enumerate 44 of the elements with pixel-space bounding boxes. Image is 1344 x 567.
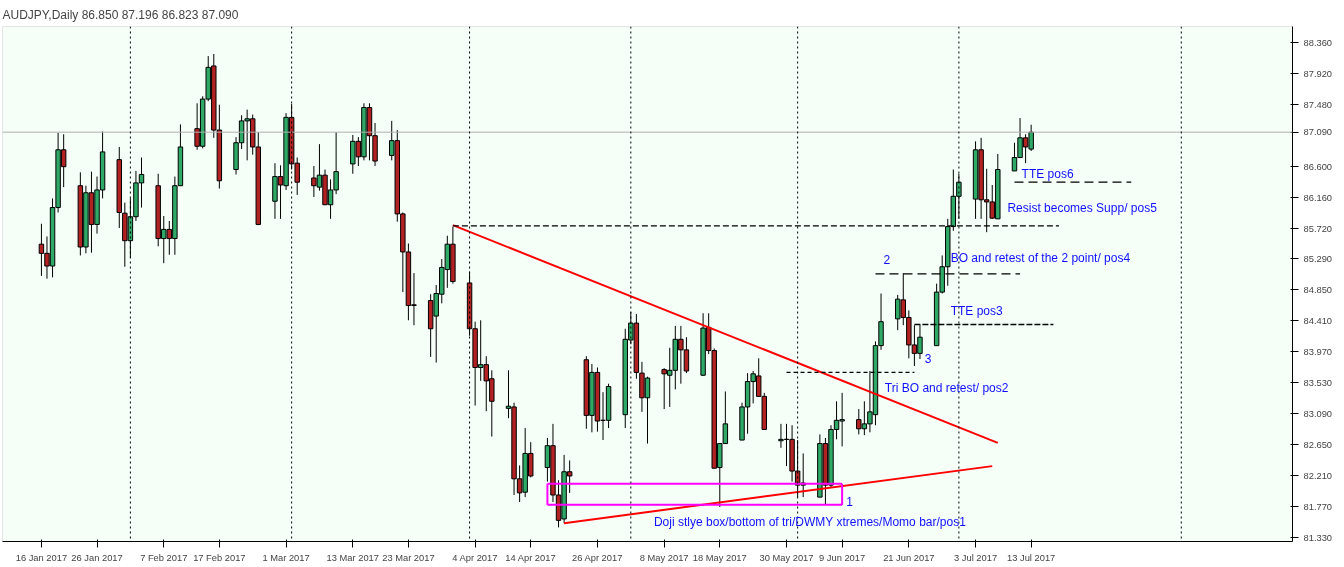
y-tick-label: 82.210 [1303,470,1333,481]
annotation: 2 [883,253,891,268]
y-tick-label: 81.330 [1303,532,1333,543]
y-tick-label: 87.920 [1303,68,1333,79]
y-tick-label: 86.600 [1303,161,1333,172]
annotation: TTE pos6 [1021,167,1074,182]
x-tick-label: 14 Apr 2017 [505,552,556,563]
y-tick-label: 85.720 [1303,223,1333,234]
annotation: 3 [924,352,932,367]
annotation: Doji stlye box/bottom of tri/DWMY xtremes/Momo bar/pos1 [653,515,967,530]
y-tick-label: 83.090 [1303,408,1333,419]
x-tick-label: 26 Jan 2017 [71,552,123,563]
annotation: BO and retest of the 2 point/ pos4 [950,251,1131,266]
x-tick-label: 30 May 2017 [759,552,814,563]
y-tick-label: 83.970 [1303,346,1333,357]
y-tick-label: 83.530 [1303,377,1333,388]
x-tick-label: 1 Mar 2017 [262,552,310,563]
x-tick-label: 8 May 2017 [639,552,689,563]
x-tick-label: 13 Jul 2017 [1007,552,1056,563]
x-tick-label: 23 Mar 2017 [382,552,435,563]
x-tick-label: 21 Jun 2017 [883,552,935,563]
x-tick-label: 3 Jul 2017 [954,552,998,563]
y-tick-label: 84.410 [1303,315,1333,326]
x-tick-label: 16 Jan 2017 [15,552,68,563]
y-tick-label: 81.770 [1303,501,1333,512]
y-tick-label: 87.480 [1303,99,1333,110]
y-tick-label: 88.360 [1303,37,1333,48]
x-tick-label: 26 Apr 2017 [572,552,623,563]
y-tick-label: 84.850 [1303,284,1333,295]
x-tick-label: 9 Jun 2017 [819,552,866,563]
chart-title: AUDJPY,Daily 86.850 87.196 86.823 87.090 [2,7,239,22]
annotation: TTE pos3 [950,303,1003,318]
x-tick-label: 7 Feb 2017 [140,552,188,563]
y-tick-label: 82.650 [1303,439,1333,450]
x-tick-label: 17 Feb 2017 [193,552,246,563]
x-tick-label: 4 Apr 2017 [452,552,498,563]
annotation: Resist becomes Supp/ pos5 [1007,201,1158,216]
y-tick-label: 85.290 [1303,253,1333,264]
annotation: 1 [846,495,854,510]
annotation: Tri BO and retest/ pos2 [884,381,1009,396]
y-tick-label: 86.160 [1303,192,1333,203]
ref-line-label: 87.090 [1303,127,1333,138]
x-tick-label: 13 Mar 2017 [326,552,379,563]
x-tick-label: 18 May 2017 [692,552,747,563]
